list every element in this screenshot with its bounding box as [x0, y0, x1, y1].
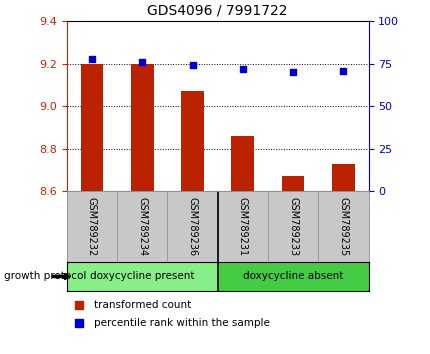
Point [75, 303, 82, 308]
Bar [217, 262, 368, 291]
Text: transformed count: transformed count [94, 301, 191, 310]
Bar [281, 176, 304, 191]
Text: GSM789235: GSM789235 [338, 197, 347, 256]
Bar [181, 91, 203, 191]
Text: GSM789233: GSM789233 [287, 197, 298, 256]
Text: doxycycline present: doxycycline present [90, 272, 194, 281]
Text: GSM789234: GSM789234 [137, 197, 147, 256]
Point [289, 69, 296, 75]
Point [239, 66, 246, 72]
Point [138, 59, 145, 65]
Point [189, 63, 196, 68]
Text: GSM789232: GSM789232 [87, 197, 97, 256]
Point [339, 68, 346, 73]
Point [75, 320, 82, 325]
Text: GSM789231: GSM789231 [237, 197, 247, 256]
Text: percentile rank within the sample: percentile rank within the sample [94, 318, 269, 327]
Text: doxycycline absent: doxycycline absent [243, 272, 342, 281]
Text: growth protocol: growth protocol [4, 272, 86, 281]
Bar [80, 64, 103, 191]
Title: GDS4096 / 7991722: GDS4096 / 7991722 [147, 3, 287, 17]
Bar [231, 136, 254, 191]
Point [88, 56, 95, 62]
Text: GSM789236: GSM789236 [187, 197, 197, 256]
Bar [331, 164, 354, 191]
Bar [131, 64, 153, 191]
Bar [67, 262, 217, 291]
